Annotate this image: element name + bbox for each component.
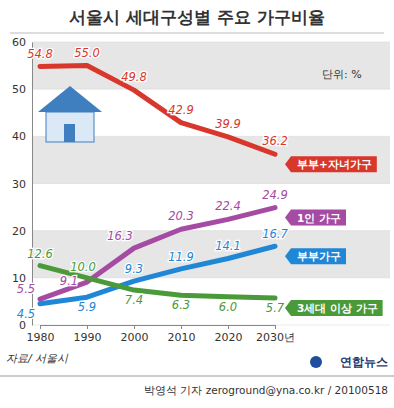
y-tick-label: 60 xyxy=(12,36,26,49)
house-body xyxy=(46,112,94,142)
series-line xyxy=(40,208,275,300)
house-icon xyxy=(38,86,102,142)
y-tick-label: 30 xyxy=(12,178,26,191)
y-tick: 40 xyxy=(12,130,32,143)
data-label: 14.1 xyxy=(215,239,241,253)
x-tick-mark xyxy=(275,325,276,329)
series-line xyxy=(40,246,275,304)
grid-line xyxy=(32,89,390,90)
data-label: 24.9 xyxy=(262,188,288,202)
x-axis: 1980 1990 2000 2010 2020 2030년 xyxy=(27,325,296,344)
y-tick-label: 0 xyxy=(19,319,26,332)
x-tick-label: 1990 xyxy=(74,331,102,344)
grid-band xyxy=(32,231,390,278)
credit-note: 박영석 기자 zeroground@yna.co.kr / 20100518 xyxy=(144,384,388,396)
grid-line xyxy=(32,325,390,326)
data-labels: 54.8 55.0 49.8 42.9 39.9 36.2 5.5 9.1 16.3 20.3 22… xyxy=(17,46,289,321)
data-label: 12.6 xyxy=(27,247,53,261)
series-tag-box xyxy=(285,300,383,316)
x-tick: 2030년 xyxy=(256,325,295,344)
grid xyxy=(32,42,390,325)
data-label: 4.5 xyxy=(17,307,35,321)
x-tick: 2020 xyxy=(215,325,243,344)
data-label: 5.7 xyxy=(266,301,285,315)
series-tag-box xyxy=(285,156,377,172)
data-label: 10.0 xyxy=(70,260,96,274)
x-tick: 1980 xyxy=(27,325,55,344)
grid-band xyxy=(32,136,390,183)
x-tick: 2010 xyxy=(168,325,196,344)
data-label: 5.9 xyxy=(78,300,96,314)
data-label: 9.3 xyxy=(125,262,143,276)
unit-note: 단위: % xyxy=(322,68,362,81)
title-rule xyxy=(10,33,384,34)
series-tag-label: 부부+자녀가구 xyxy=(297,158,372,170)
series-tags: 부부+자녀가구 1인 가구부부가구 3세대 이상 가구 xyxy=(285,156,383,316)
y-tick-label: 20 xyxy=(12,225,26,238)
data-label: 22.4 xyxy=(215,199,241,213)
data-label: 49.8 xyxy=(121,70,147,84)
data-label: 54.8 xyxy=(27,47,53,61)
y-tick: 50 xyxy=(12,83,32,96)
source-note: 자료/ 서울시 xyxy=(6,352,69,365)
series-tag: 3세대 이상 가구 xyxy=(285,300,383,316)
grid-line xyxy=(32,183,390,184)
logo-mark xyxy=(310,356,322,368)
x-tick: 2000 xyxy=(121,325,149,344)
y-tick-label: 40 xyxy=(12,130,26,143)
data-label: 6.0 xyxy=(219,300,237,314)
plot-lines xyxy=(40,66,275,304)
data-label: 7.4 xyxy=(125,293,143,307)
x-tick-mark xyxy=(134,325,135,329)
data-label: 16.7 xyxy=(262,227,288,241)
x-axis-line xyxy=(41,325,276,326)
data-label: 16.3 xyxy=(107,229,133,243)
x-tick-label: 1980 xyxy=(27,331,55,344)
data-label: 55.0 xyxy=(74,46,100,60)
x-tick-mark xyxy=(40,325,41,329)
series-tag-box xyxy=(285,210,346,226)
x-tick-label: 2020 xyxy=(215,331,243,344)
data-label: 11.9 xyxy=(168,250,194,264)
house-door xyxy=(64,124,75,142)
series-tag-box xyxy=(285,248,346,264)
series-tag: 부부가구 xyxy=(285,248,346,264)
y-tick: 30 xyxy=(12,178,32,191)
grid-line xyxy=(32,230,390,231)
data-label: 42.9 xyxy=(168,103,194,117)
series-tag-label: 3세대 이상 가구 xyxy=(297,302,378,314)
series-tag: 1인 가구 xyxy=(285,210,346,226)
data-label: 9.1 xyxy=(60,274,78,288)
data-label: 36.2 xyxy=(262,134,288,148)
x-tick-mark xyxy=(228,325,229,329)
x-tick-mark xyxy=(181,325,182,329)
x-tick-label: 2030년 xyxy=(256,331,295,344)
x-tick-label: 2010 xyxy=(168,331,196,344)
chart: 서울시 세대구성별 주요 가구비율01020304050601980199020… xyxy=(0,0,394,408)
y-tick-label: 50 xyxy=(12,83,26,96)
x-tick-mark xyxy=(87,325,88,329)
series-tag-label: 1인 가구 xyxy=(297,212,341,224)
series-tag-label: 부부가구 xyxy=(297,250,341,262)
x-tick: 1990 xyxy=(74,325,102,344)
annotations: 단위: % 자료/ 서울시 연합뉴스박영석 기자 zeroground@yna.co… xyxy=(0,68,394,396)
y-tick: 20 xyxy=(12,225,32,238)
grid-line xyxy=(32,42,390,43)
footer-rule xyxy=(0,376,394,377)
house-roof xyxy=(38,86,102,112)
data-label: 6.3 xyxy=(172,298,190,312)
data-label: 39.9 xyxy=(215,117,241,131)
logo-text: 연합뉴스 xyxy=(340,355,388,369)
title: 서울시 세대구성별 주요 가구비율 xyxy=(69,7,325,27)
series-tag: 부부+자녀가구 xyxy=(285,156,377,172)
series-line xyxy=(40,66,275,155)
x-tick-label: 2000 xyxy=(121,331,149,344)
data-label: 20.3 xyxy=(168,209,194,223)
data-label: 5.5 xyxy=(17,282,35,296)
